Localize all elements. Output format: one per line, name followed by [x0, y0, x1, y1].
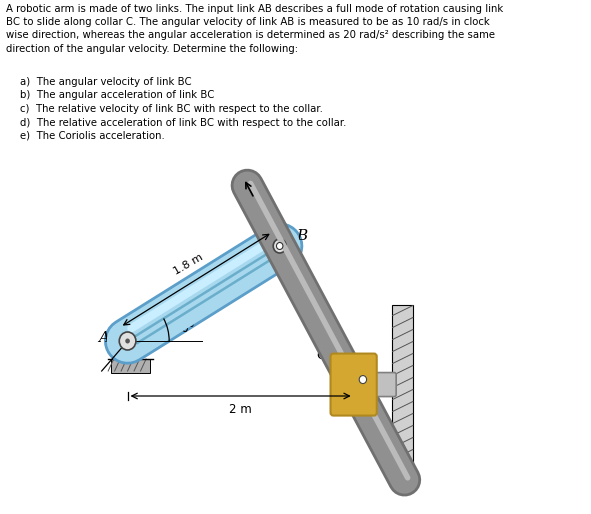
Text: e)  The Coriolis acceleration.: e) The Coriolis acceleration.: [20, 131, 165, 141]
Circle shape: [119, 332, 136, 350]
Text: c)  The relative velocity of link BC with respect to the collar.: c) The relative velocity of link BC with…: [20, 104, 323, 114]
Text: 30°: 30°: [174, 322, 194, 335]
Text: d)  The relative acceleration of link BC with respect to the collar.: d) The relative acceleration of link BC …: [20, 118, 347, 127]
Text: 1.8 m: 1.8 m: [173, 252, 205, 277]
Circle shape: [271, 237, 288, 255]
Text: 2 m: 2 m: [229, 403, 252, 416]
Text: A robotic arm is made of two links. The input link AB describes a full mode of r: A robotic arm is made of two links. The …: [7, 4, 504, 53]
FancyBboxPatch shape: [366, 373, 396, 397]
Text: C: C: [316, 347, 328, 361]
FancyBboxPatch shape: [330, 354, 376, 415]
Circle shape: [277, 244, 282, 248]
Circle shape: [267, 232, 293, 260]
Text: a)  The angular velocity of link BC: a) The angular velocity of link BC: [20, 77, 192, 87]
Circle shape: [359, 376, 366, 383]
Text: b)  The angular acceleration of link BC: b) The angular acceleration of link BC: [20, 90, 215, 101]
Bar: [111, 359, 150, 373]
Circle shape: [273, 239, 286, 253]
Circle shape: [125, 339, 130, 343]
Text: B: B: [296, 229, 307, 243]
Text: A: A: [98, 331, 109, 345]
Bar: [392, 305, 413, 465]
Circle shape: [277, 243, 283, 249]
